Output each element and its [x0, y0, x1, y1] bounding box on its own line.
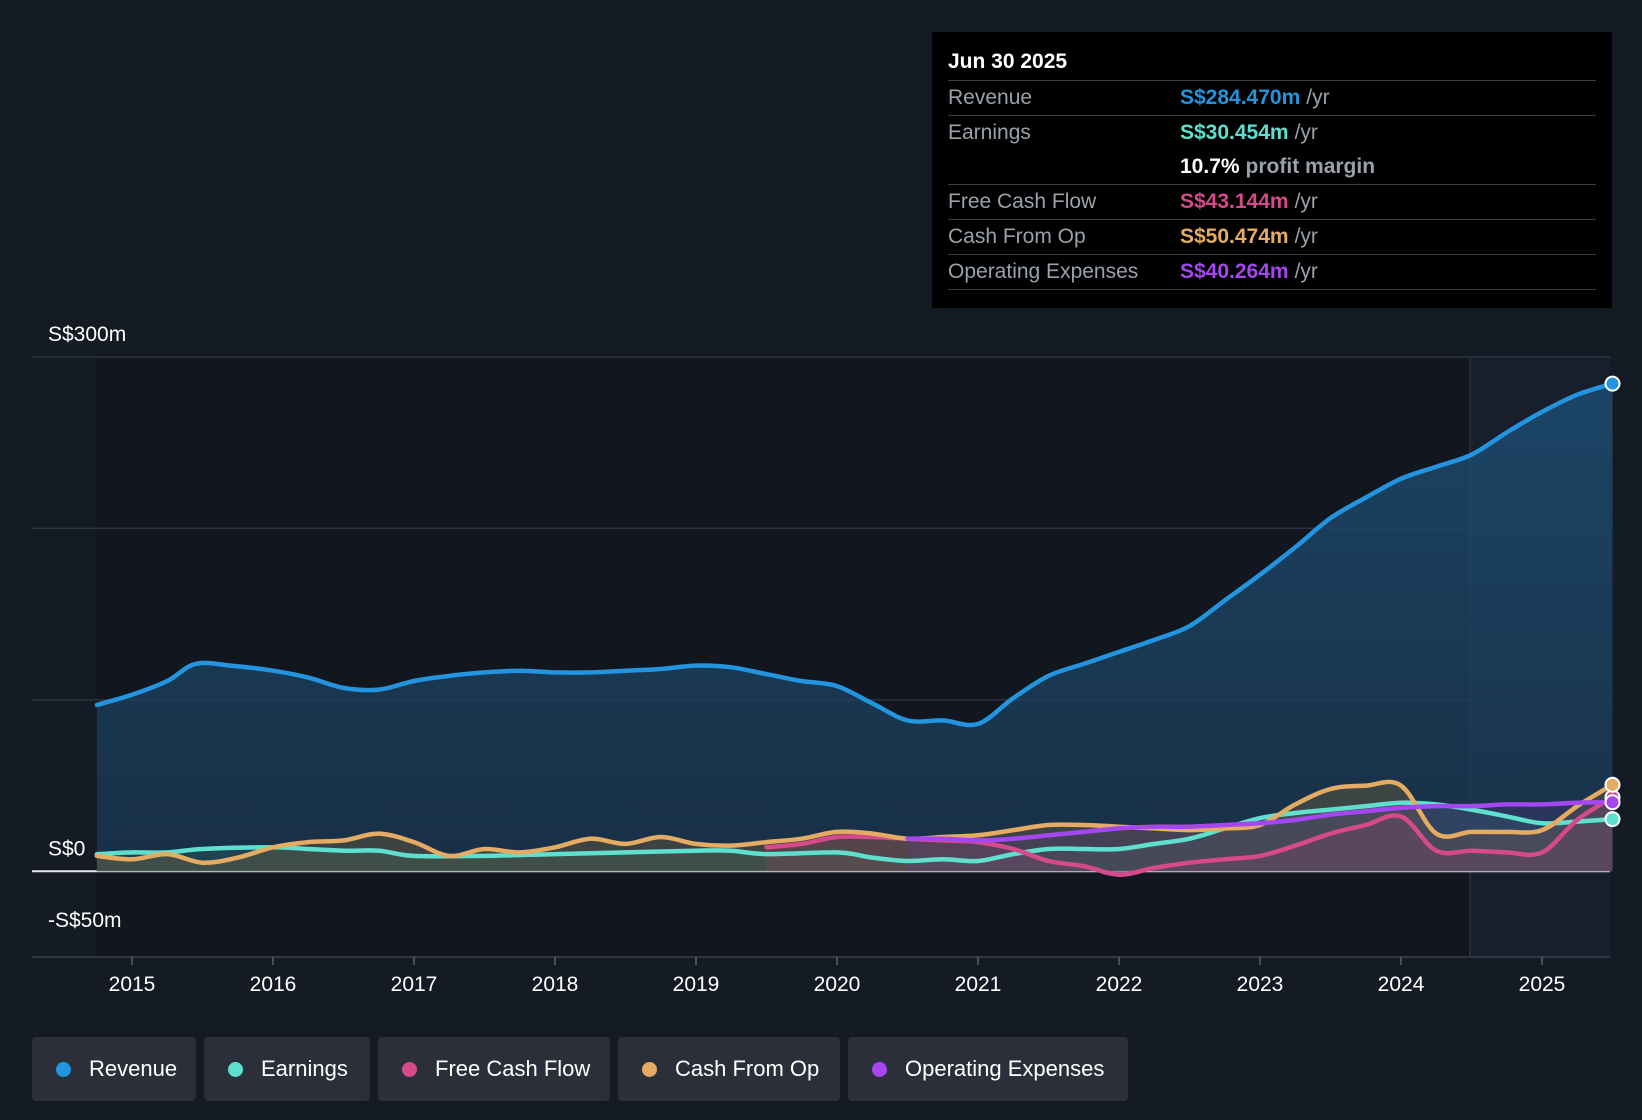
y-axis-label: -S$50m	[48, 909, 122, 932]
tooltip-label: Free Cash Flow	[948, 190, 1097, 213]
tooltip-unit: /yr	[1294, 190, 1318, 213]
tooltip-row-revenue: Revenue S$284.470m /yr	[948, 80, 1596, 115]
x-tick-label: 2023	[1237, 973, 1284, 996]
tooltip-value: S$284.470m	[1180, 86, 1301, 109]
y-axis-label: S$300m	[48, 323, 126, 346]
tooltip-unit: /yr	[1306, 86, 1330, 109]
legend-label: Cash From Op	[675, 1056, 820, 1081]
y-axis-label: S$0	[48, 837, 85, 860]
tooltip: Jun 30 2025 Revenue S$284.470m /yr Earni…	[932, 32, 1612, 308]
legend-item-earnings[interactable]: Earnings	[204, 1037, 370, 1101]
legend-label: Operating Expenses	[905, 1056, 1105, 1081]
tooltip-label: Cash From Op	[948, 225, 1086, 248]
x-tick-label: 2018	[532, 973, 579, 996]
cash-from-op-end-marker	[1604, 776, 1621, 793]
operating-expenses-area	[907, 802, 1613, 872]
legend-item-revenue[interactable]: Revenue	[32, 1037, 196, 1101]
legend-dot-icon	[402, 1061, 417, 1077]
legend-dot-icon	[642, 1061, 657, 1077]
legend-item-operating-expenses[interactable]: Operating Expenses	[848, 1037, 1128, 1101]
cash-from-op-area	[96, 781, 1613, 872]
tooltip-row-cfo: Cash From Op S$50.474m /yr	[948, 219, 1596, 254]
legend-item-cash-from-op[interactable]: Cash From Op	[618, 1037, 840, 1101]
cash-from-op-line	[94, 779, 1615, 866]
legend-label: Free Cash Flow	[435, 1056, 591, 1081]
legend-item-free-cash-flow[interactable]: Free Cash Flow	[378, 1037, 610, 1101]
tooltip-value: S$40.264m	[1180, 260, 1289, 283]
tooltip-value: S$30.454m	[1180, 121, 1289, 144]
earnings-area	[96, 802, 1613, 872]
legend-dot-icon	[872, 1061, 887, 1077]
legend-label: Revenue	[89, 1056, 178, 1081]
tooltip-value: 10.7%	[1180, 155, 1240, 178]
x-tick-label: 2024	[1378, 973, 1425, 996]
tooltip-unit: /yr	[1294, 121, 1318, 144]
revenue-end-marker	[1604, 375, 1621, 392]
tooltip-value: S$50.474m	[1180, 225, 1289, 248]
tooltip-row-earnings: Earnings S$30.454m /yr	[948, 115, 1596, 150]
x-tick-label: 2020	[814, 973, 861, 996]
revenue-area	[96, 383, 1613, 872]
operating-expenses-end-marker	[1604, 794, 1621, 811]
tooltip-label: Operating Expenses	[948, 260, 1139, 283]
tooltip-unit: profit margin	[1245, 155, 1376, 178]
tooltip-date: Jun 30 2025	[948, 50, 1068, 73]
legend-dot-icon	[56, 1061, 71, 1077]
operating-expenses-line	[905, 800, 1615, 843]
legend-label: Earnings	[261, 1056, 348, 1081]
tooltip-label: Earnings	[948, 121, 1031, 144]
tooltip-unit: /yr	[1294, 225, 1318, 248]
tooltip-row-opex: Operating Expenses S$40.264m /yr	[948, 254, 1596, 290]
x-tick-label: 2015	[109, 973, 156, 996]
legend-dot-icon	[228, 1061, 243, 1077]
x-tick-label: 2025	[1519, 973, 1566, 996]
x-tick-label: 2017	[391, 973, 438, 996]
x-tick-label: 2019	[673, 973, 720, 996]
tooltip-label: Revenue	[948, 86, 1033, 109]
earnings-line	[94, 800, 1615, 864]
revenue-line	[94, 381, 1615, 728]
tooltip-value: S$43.144m	[1180, 190, 1289, 213]
x-tick-label: 2016	[250, 973, 297, 996]
tooltip-row-margin: 10.7% profit margin	[948, 150, 1596, 184]
tooltip-unit: /yr	[1294, 260, 1318, 283]
x-tick-label: 2021	[955, 973, 1002, 996]
earnings-end-marker	[1604, 811, 1621, 828]
x-tick-label: 2022	[1096, 973, 1143, 996]
tooltip-row-fcf: Free Cash Flow S$43.144m /yr	[948, 184, 1596, 219]
